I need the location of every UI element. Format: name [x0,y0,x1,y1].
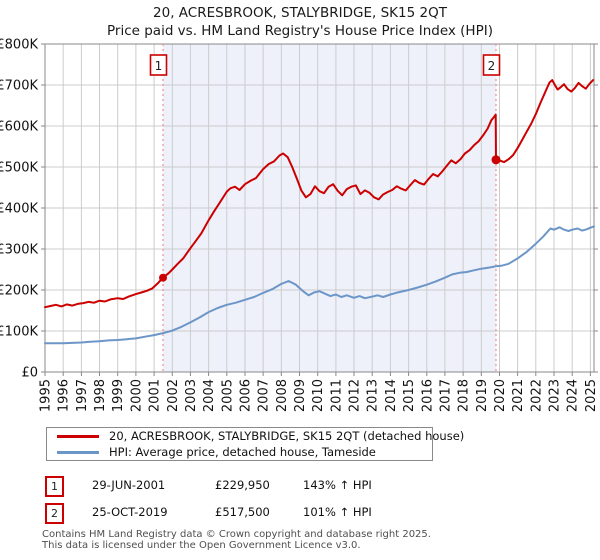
sale-1-marker-box [149,54,168,76]
sale-2-marker-box [482,54,501,76]
sale-2-hpi-delta: 101% ↑ HPI [303,505,372,519]
chart-title-block: 20, ACRESBROOK, STALYBRIDGE, SK15 2QT Pr… [0,4,600,40]
sale-1-price: £229,950 [215,478,270,492]
x-axis-label: 2000 [129,379,144,412]
y-axis-label: £400K [0,202,38,217]
x-axis-label: 2023 [548,379,563,412]
x-axis-label: 2015 [402,379,417,412]
x-axis-label: 2016 [420,379,435,412]
x-axis-label: 2021 [511,379,526,412]
x-axis-label: 2020 [493,379,508,412]
y-axis-label: £100K [0,325,38,340]
x-axis-label: 2006 [239,379,254,412]
x-axis-label: 2005 [220,379,235,412]
chart-subtitle: Price paid vs. HM Land Registry's House … [107,23,493,39]
x-axis-label: 2017 [438,379,453,412]
sale-2-point [491,155,501,165]
x-axis-label: 2025 [584,379,599,412]
y-axis-label: £500K [0,161,38,176]
y-axis-label: £700K [0,79,38,94]
sale-1-hpi-delta: 143% ↑ HPI [303,478,372,492]
y-axis-label: £300K [0,243,38,258]
x-axis-label: 2002 [166,379,181,412]
y-axis-label: £600K [0,120,38,135]
x-axis-label: 2010 [311,379,326,412]
x-axis-label: 2024 [566,379,581,412]
sale-2-date: 25-OCT-2019 [92,505,168,519]
x-axis-label: 1999 [111,379,126,412]
legend-label-property: 20, ACRESBROOK, STALYBRIDGE, SK15 2QT (d… [109,429,465,443]
legend-row-property: 20, ACRESBROOK, STALYBRIDGE, SK15 2QT (d… [47,429,464,443]
sale-1-point [159,273,167,282]
x-axis-label: 2014 [384,379,399,412]
x-axis-label: 1996 [57,379,72,412]
x-axis-label: 2007 [257,379,272,412]
y-axis-label: £800K [0,38,38,53]
chart-legend: 20, ACRESBROOK, STALYBRIDGE, SK15 2QT (d… [46,427,464,461]
x-axis-label: 2009 [293,379,308,412]
x-axis-label: 2008 [275,379,290,412]
y-axis-label: £0 [21,366,38,381]
price-chart: 1 2 £0 £100K £200K £300K £400K £500K £600K £700K £… [0,38,599,413]
x-axis-label: 2013 [366,379,381,412]
sale-row-1: 1 29-JUN-2001 £229,950 143% ↑ HPI [0,476,600,497]
sale-1-date: 29-JUN-2001 [92,478,166,492]
x-axis-label: 2003 [184,379,199,412]
x-axis-label: 2019 [475,379,490,412]
sale-1-marker-label: 1 [155,59,163,73]
x-axis-label: 2001 [148,379,163,412]
sale-1-marker-badge: 1 [45,476,64,497]
x-axis-label: 1998 [93,379,108,412]
hpi-average-line [44,225,595,345]
x-axis-label: 2011 [329,379,344,412]
property-price-line [44,79,595,309]
x-axis-label: 2022 [529,379,544,412]
licence-footer: Contains HM Land Registry data © Crown c… [42,529,582,551]
x-axis-label: 2012 [348,379,363,412]
sale-2-price: £517,500 [215,505,270,519]
licence-line-2: This data is licensed under the Open Gov… [42,540,361,551]
legend-row-hpi: HPI: Average price, detached house, Tame… [47,445,432,459]
legend-label-hpi: HPI: Average price, detached house, Tame… [109,445,376,459]
property-line-swatch [57,434,99,438]
hpi-line-swatch [57,450,99,454]
licence-line-1: Contains HM Land Registry data © Crown c… [42,529,431,540]
sale-2-marker-badge: 2 [45,503,64,524]
sale-row-2: 2 25-OCT-2019 £517,500 101% ↑ HPI [0,503,600,524]
x-axis-label: 2018 [457,379,472,412]
x-axis-label: 1995 [39,379,54,412]
sale-2-marker-label: 2 [488,59,496,73]
x-axis-label: 2004 [202,379,217,412]
x-axis-label: 1997 [75,379,90,412]
y-axis-label: £200K [0,284,38,299]
plot-border [44,43,595,373]
chart-title: 20, ACRESBROOK, STALYBRIDGE, SK15 2QT [153,5,447,21]
